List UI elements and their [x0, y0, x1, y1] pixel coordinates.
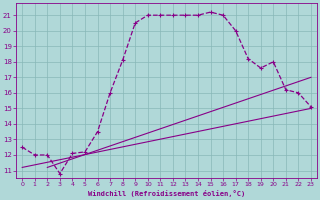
X-axis label: Windchill (Refroidissement éolien,°C): Windchill (Refroidissement éolien,°C) [88, 190, 245, 197]
